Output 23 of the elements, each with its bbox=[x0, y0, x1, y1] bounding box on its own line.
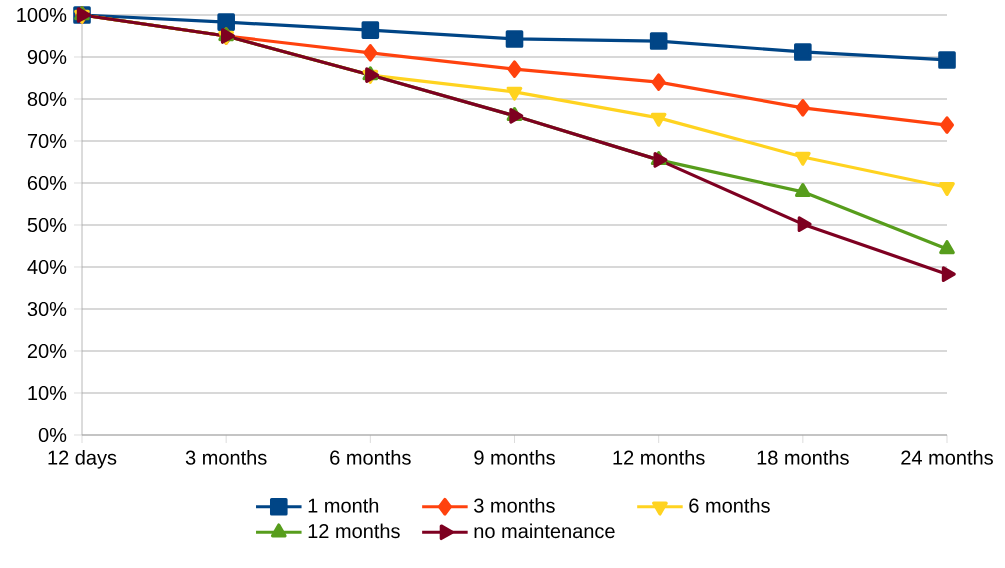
y-tick-label: 60% bbox=[27, 175, 67, 191]
y-tick-label: 40% bbox=[27, 259, 67, 275]
legend-label: 3 months bbox=[474, 498, 555, 513]
x-tick-label: 3 months bbox=[185, 450, 267, 465]
x-tick-label: 9 months bbox=[474, 450, 555, 465]
y-tick-label: 50% bbox=[27, 217, 67, 233]
y-tick-label: 10% bbox=[28, 385, 67, 401]
y-tick-label: 0% bbox=[38, 427, 67, 443]
legend-label: no maintenance bbox=[474, 523, 615, 539]
x-tick-label: 18 months bbox=[757, 450, 849, 465]
x-tick-label: 24 months bbox=[901, 450, 993, 465]
legend-label: 6 months bbox=[689, 498, 770, 513]
x-tick-label: 12 days bbox=[48, 450, 117, 469]
x-tick-label: 6 months bbox=[330, 450, 411, 465]
y-tick-label: 30% bbox=[27, 301, 67, 317]
y-tick-label: 80% bbox=[27, 91, 67, 107]
y-tick-label: 70% bbox=[27, 133, 67, 149]
legend-label: 1 month bbox=[308, 498, 379, 513]
y-tick-label: 90% bbox=[27, 49, 67, 65]
x-tick-label: 12 months bbox=[613, 450, 705, 465]
y-tick-label: 100% bbox=[17, 7, 67, 23]
legend-label: 12 months bbox=[308, 523, 400, 539]
y-tick-label: 20% bbox=[27, 343, 67, 359]
